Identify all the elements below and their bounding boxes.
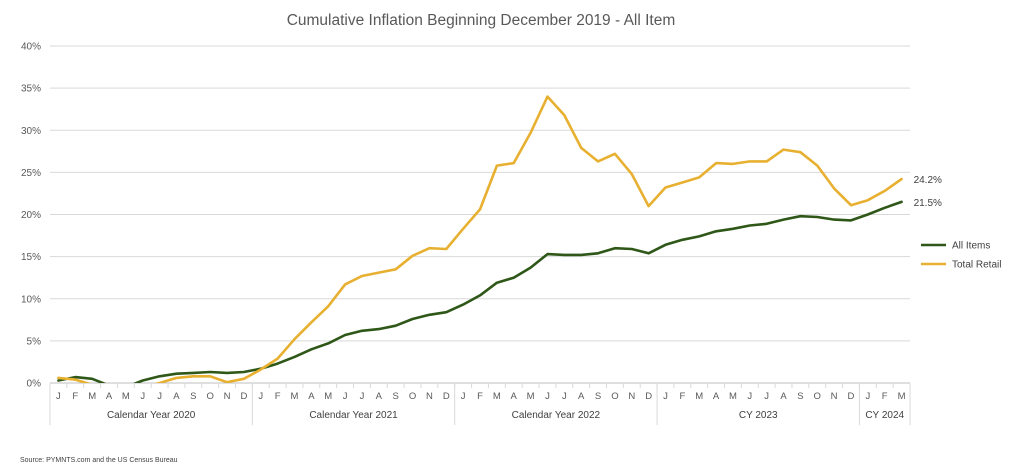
x-tick-label: N <box>426 391 433 402</box>
series-line-all-items <box>57 200 903 383</box>
x-tick-label: M <box>729 391 737 402</box>
x-tick-label: M <box>88 391 96 402</box>
x-tick-label: F <box>72 391 78 402</box>
x-tick-label: J <box>764 391 769 402</box>
chart-title: Cumulative Inflation Beginning December … <box>287 12 676 29</box>
x-tick-label: N <box>831 391 838 402</box>
y-tick-label: 5% <box>27 336 42 347</box>
x-tick-label: J <box>865 391 870 402</box>
series-line-total-retail <box>57 95 903 383</box>
x-tick-label: O <box>611 391 618 402</box>
x-tick-label: J <box>258 391 263 402</box>
x-tick-label: J <box>663 391 668 402</box>
x-tick-label: O <box>409 391 416 402</box>
y-tick-label: 35% <box>21 84 41 95</box>
y-tick-label: 15% <box>21 252 41 263</box>
group-label: Calendar Year 2021 <box>309 410 398 421</box>
gridlines <box>50 45 910 384</box>
legend-entry: All Items <box>952 241 990 252</box>
x-tick-label: S <box>393 391 399 402</box>
x-tick-label: J <box>343 391 348 402</box>
group-label: CY 2024 <box>865 410 904 421</box>
x-tick-label: D <box>240 391 247 402</box>
x-tick-label: M <box>324 391 332 402</box>
x-tick-label: S <box>190 391 196 402</box>
x-tick-label: A <box>376 391 383 402</box>
x-tick-label: S <box>595 391 601 402</box>
y-tick-label: 0% <box>27 379 42 390</box>
x-tick-label: J <box>545 391 550 402</box>
x-tick-label: A <box>511 391 518 402</box>
x-tick-label: F <box>679 391 685 402</box>
y-tick-label: 40% <box>21 42 41 53</box>
x-tick-label: A <box>173 391 180 402</box>
legend-entry: Total Retail <box>952 260 1001 271</box>
series-lines <box>57 95 903 383</box>
x-tick-label: M <box>695 391 703 402</box>
x-tick-label: O <box>207 391 214 402</box>
x-tick-label: M <box>898 391 906 402</box>
group-label: CY 2023 <box>739 410 778 421</box>
x-tick-label: M <box>493 391 501 402</box>
x-tick-label: F <box>275 391 281 402</box>
x-tick-label: J <box>747 391 752 402</box>
data-label: 21.5% <box>914 198 942 209</box>
y-tick-label: 30% <box>21 126 41 137</box>
x-tick-label: A <box>308 391 315 402</box>
x-tick-label: J <box>157 391 162 402</box>
x-tick-label: M <box>291 391 299 402</box>
x-tick-label: A <box>713 391 720 402</box>
source-note: Source: PYMNTS.com and the US Census Bur… <box>20 457 178 464</box>
y-tick-label: 10% <box>21 294 41 305</box>
x-tick-label: M <box>122 391 130 402</box>
x-tick-label: F <box>477 391 483 402</box>
x-tick-label: A <box>578 391 585 402</box>
x-tick-label: J <box>360 391 365 402</box>
x-tick-label: O <box>814 391 821 402</box>
x-tick-label: D <box>848 391 855 402</box>
group-label: Calendar Year 2020 <box>107 410 196 421</box>
y-axis: 0% 5% 10% 15% 20% 25% 30% 35% 40% <box>21 42 41 390</box>
y-tick-label: 25% <box>21 168 41 179</box>
x-tick-label: N <box>224 391 231 402</box>
x-tick-label: J <box>562 391 567 402</box>
legend: All Items Total Retail <box>921 241 1001 271</box>
x-tick-label: A <box>780 391 787 402</box>
x-tick-label: D <box>443 391 450 402</box>
x-tick-label: A <box>106 391 113 402</box>
x-tick-label: M <box>527 391 535 402</box>
x-tick-label: F <box>882 391 888 402</box>
y-tick-label: 20% <box>21 210 41 221</box>
end-labels: 21.5% 24.2% <box>914 175 942 209</box>
x-tick-label: J <box>56 391 61 402</box>
x-tick-label: N <box>628 391 635 402</box>
x-tick-label: D <box>645 391 652 402</box>
x-tick-label: S <box>797 391 803 402</box>
x-tick-label: J <box>461 391 466 402</box>
data-label: 24.2% <box>914 175 942 186</box>
group-label: Calendar Year 2022 <box>512 410 601 421</box>
x-tick-label: J <box>140 391 145 402</box>
